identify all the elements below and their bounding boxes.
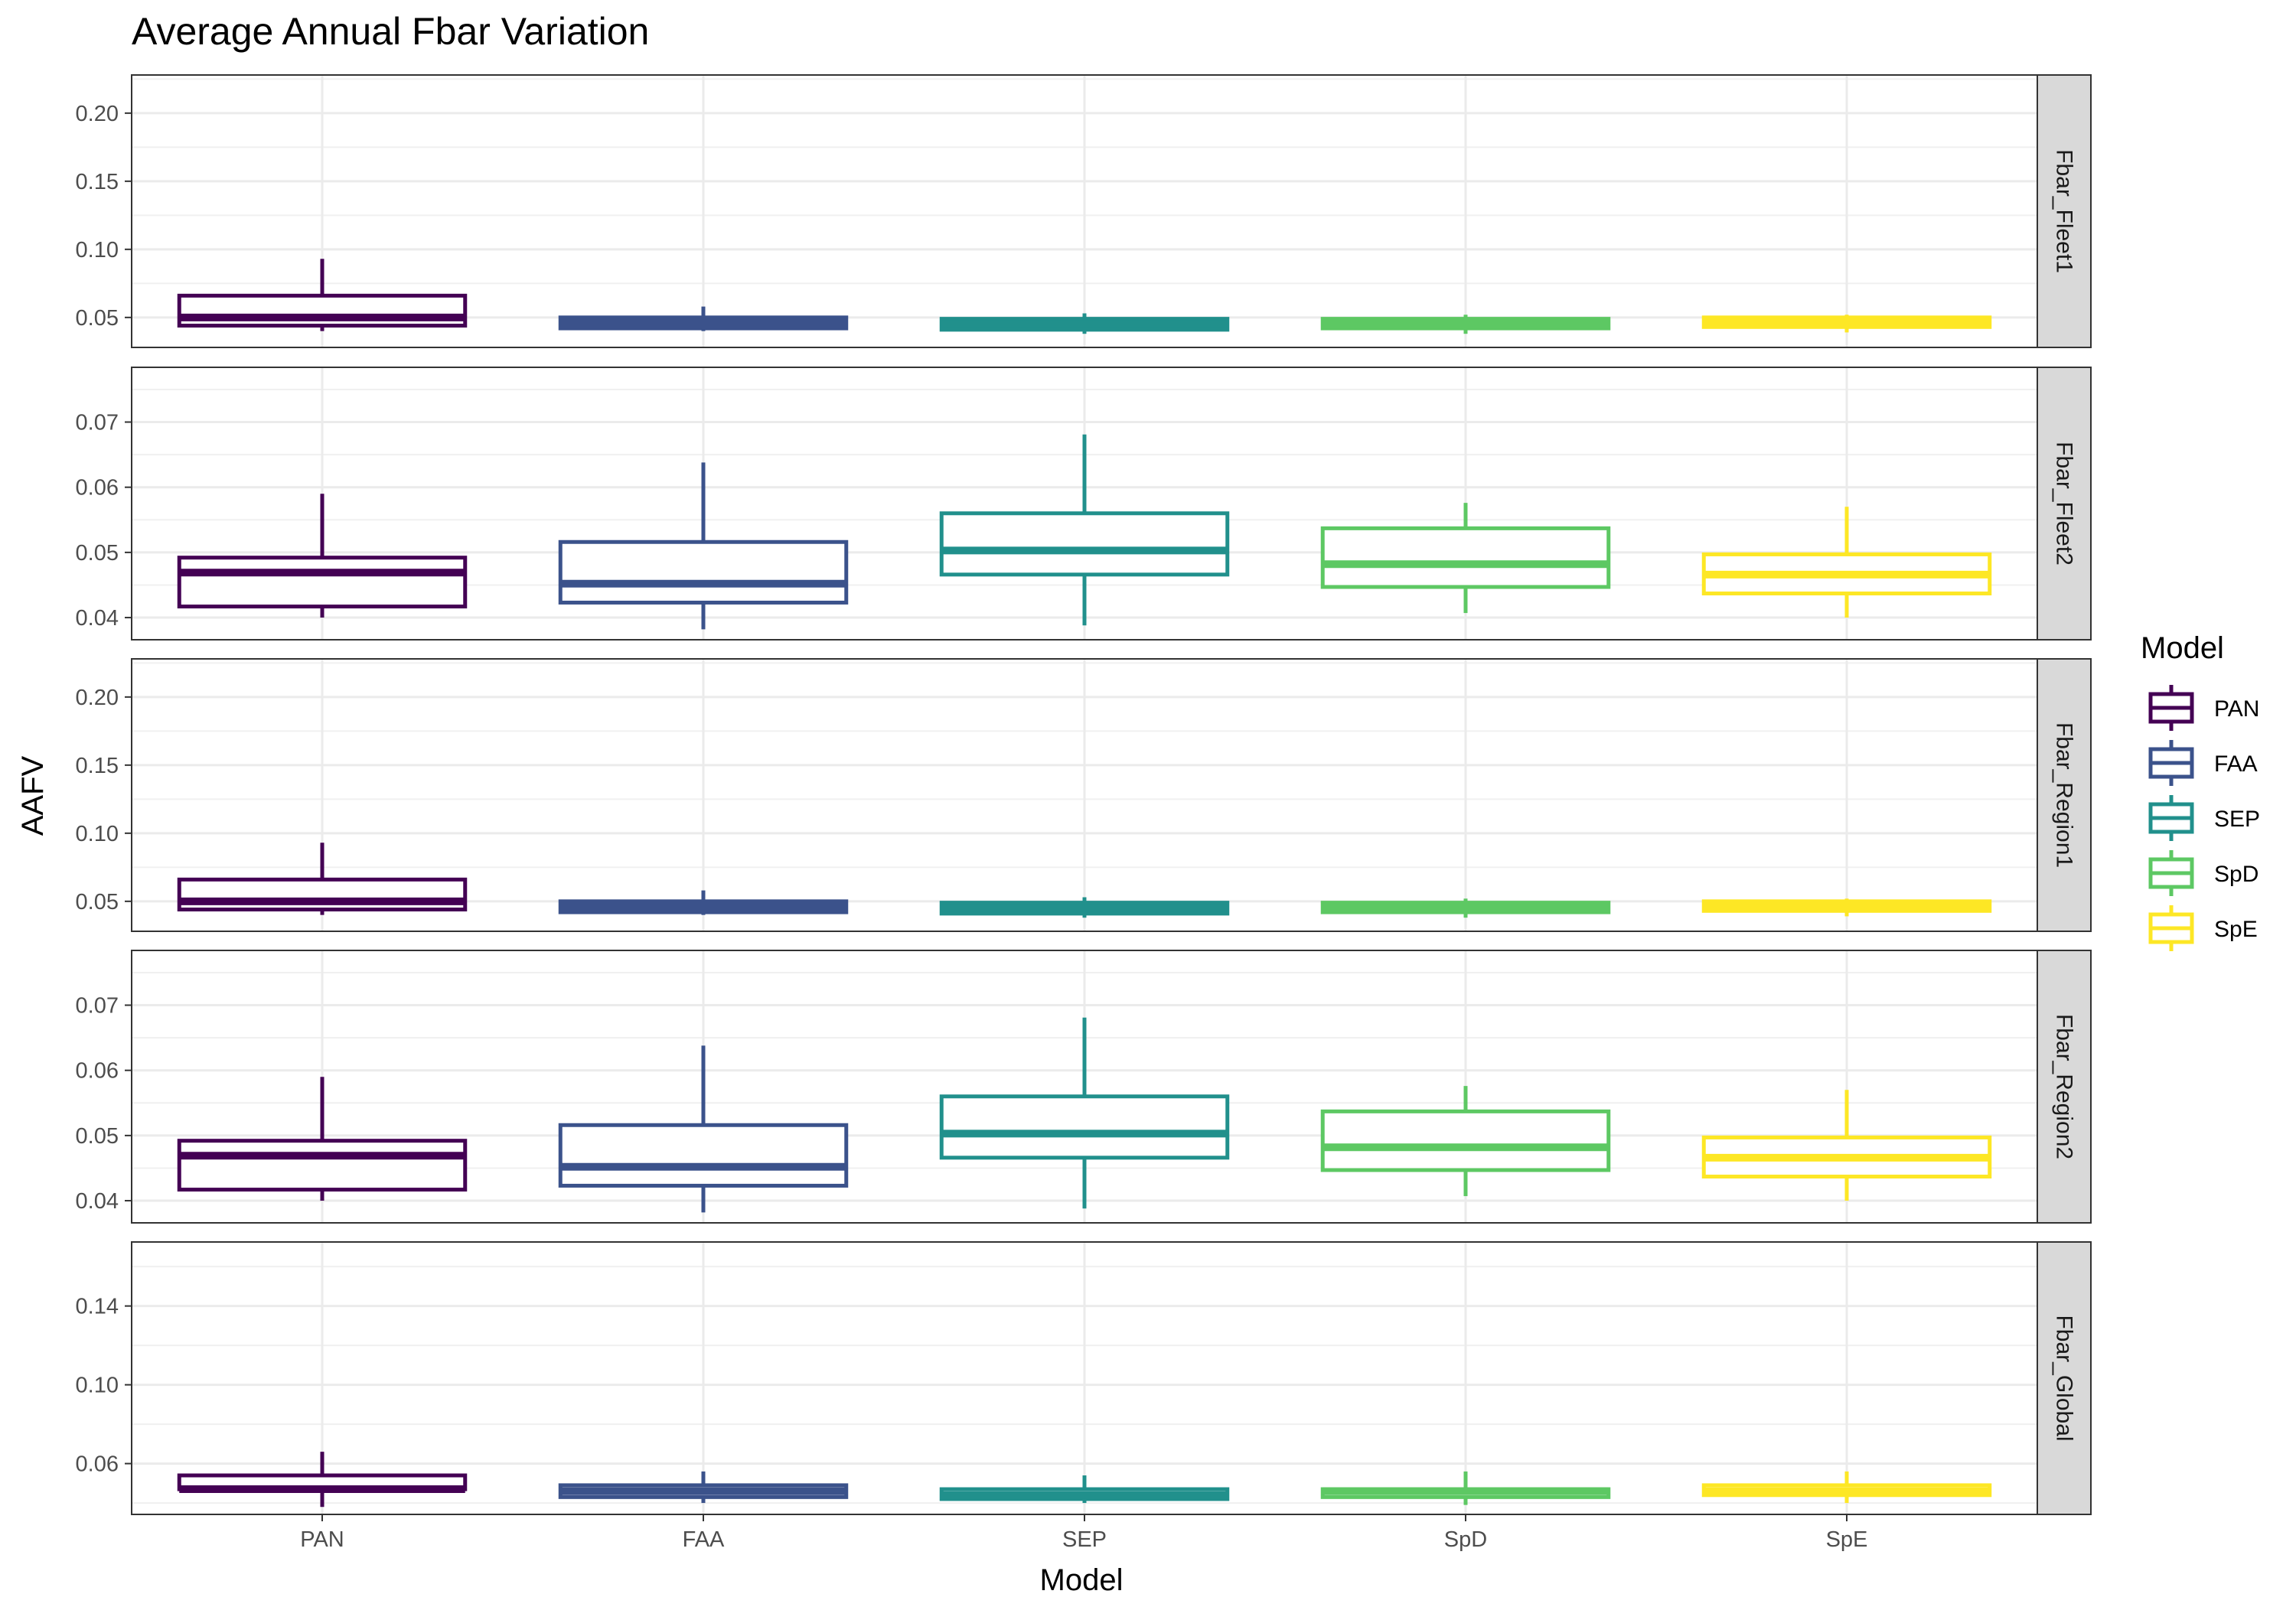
y-tick-label: 0.06 bbox=[76, 1452, 119, 1477]
boxplot-faa bbox=[558, 1471, 849, 1504]
chart-title: Average Annual Fbar Variation bbox=[132, 10, 649, 53]
legend-entry-sep: SEP bbox=[2148, 795, 2260, 841]
boxplot-spe bbox=[1701, 1090, 1992, 1201]
facet-panel-fbar-fleet2: 0.04 0.05 0.06 0.07 Fbar_Fleet2 bbox=[76, 367, 2092, 641]
y-tick-label: 0.10 bbox=[76, 238, 119, 262]
x-tick-label: SpD bbox=[1444, 1527, 1487, 1552]
facet-strip-label: Fbar_Region1 bbox=[2052, 722, 2077, 868]
facet-panel-fbar-region1: 0.05 0.10 0.15 0.20 Fbar_Region1 bbox=[76, 658, 2092, 932]
legend-label: PAN bbox=[2214, 696, 2259, 722]
facet-strip-label: Fbar_Fleet2 bbox=[2052, 442, 2077, 566]
boxplot-spd bbox=[1320, 1471, 1611, 1505]
legend: Model PAN FAA SEP SpD SpE bbox=[2141, 631, 2260, 951]
facet-strip-label: Fbar_Fleet1 bbox=[2052, 149, 2077, 273]
x-tick-label: PAN bbox=[300, 1527, 344, 1552]
boxplot-spd bbox=[1320, 1086, 1611, 1197]
y-tick-label: 0.15 bbox=[76, 170, 119, 194]
box bbox=[558, 539, 849, 605]
boxplot-faa bbox=[558, 306, 849, 331]
legend-label: SEP bbox=[2214, 807, 2260, 832]
y-tick-label: 0.07 bbox=[76, 411, 119, 435]
legend-entry-spe: SpE bbox=[2148, 905, 2258, 951]
boxplot-faa bbox=[558, 462, 849, 630]
x-tick-label: SEP bbox=[1062, 1527, 1107, 1552]
y-axis-title: AAFV bbox=[16, 755, 50, 836]
facet-strip bbox=[2037, 367, 2092, 641]
y-tick-label: 0.05 bbox=[76, 1124, 119, 1149]
boxplot-sep bbox=[939, 1475, 1230, 1504]
boxplot-pan bbox=[177, 843, 468, 915]
legend-entry-faa: FAA bbox=[2148, 740, 2258, 786]
boxplot-spe bbox=[1701, 507, 1992, 618]
x-axis-ticks: PAN FAA SEP SpD SpE bbox=[300, 1514, 1867, 1552]
legend-entry-pan: PAN bbox=[2148, 685, 2259, 731]
y-tick-label: 0.14 bbox=[76, 1295, 119, 1319]
boxplot-sep bbox=[939, 434, 1230, 626]
legend-label: SpD bbox=[2214, 862, 2258, 887]
y-tick-label: 0.15 bbox=[76, 754, 119, 778]
legend-entry-spd: SpD bbox=[2148, 850, 2258, 896]
y-tick-label: 0.10 bbox=[76, 822, 119, 846]
facet-panel-fbar-global: 0.06 0.10 0.14 Fbar_Global bbox=[76, 1241, 2092, 1515]
y-tick-label: 0.04 bbox=[76, 606, 119, 631]
box bbox=[177, 1139, 468, 1192]
y-tick-label: 0.04 bbox=[76, 1189, 119, 1214]
boxplot-pan bbox=[177, 1452, 468, 1508]
y-tick-label: 0.20 bbox=[76, 686, 119, 710]
x-axis-title: Model bbox=[1040, 1563, 1124, 1597]
facet-strip bbox=[2037, 1241, 2092, 1515]
legend-entries: PAN FAA SEP SpD SpE bbox=[2148, 685, 2260, 951]
box bbox=[177, 556, 468, 609]
y-tick-label: 0.05 bbox=[76, 890, 119, 914]
y-tick-label: 0.06 bbox=[76, 1059, 119, 1084]
facet-panel-fbar-fleet1: 0.05 0.10 0.15 0.20 Fbar_Fleet1 bbox=[76, 74, 2092, 348]
box bbox=[1320, 526, 1611, 589]
facet-strip-label: Fbar_Global bbox=[2052, 1315, 2077, 1441]
boxplot-pan bbox=[177, 1077, 468, 1201]
y-tick-label: 0.10 bbox=[76, 1374, 119, 1398]
boxplot-sep bbox=[939, 897, 1230, 918]
boxplot-spd bbox=[1320, 898, 1611, 918]
box bbox=[939, 511, 1230, 577]
boxplot-pan bbox=[177, 259, 468, 331]
boxplot-spd bbox=[1320, 315, 1611, 334]
legend-title: Model bbox=[2141, 631, 2224, 665]
facet-panels: 0.050.100.150.20Fbar_Fleet10.040.050.060… bbox=[76, 74, 2092, 1515]
y-tick-label: 0.20 bbox=[76, 102, 119, 126]
facet-panel-fbar-region2: 0.04 0.05 0.06 0.07 Fbar_Region2 bbox=[76, 950, 2092, 1224]
legend-label: FAA bbox=[2214, 751, 2258, 777]
facet-strip bbox=[2037, 658, 2092, 932]
y-tick-label: 0.06 bbox=[76, 476, 119, 500]
box bbox=[939, 1094, 1230, 1160]
boxplot-spe bbox=[1701, 898, 1992, 917]
y-tick-label: 0.05 bbox=[76, 306, 119, 331]
facet-strip bbox=[2037, 74, 2092, 348]
boxplot-faa bbox=[558, 1045, 849, 1213]
boxplot-spe bbox=[1701, 315, 1992, 333]
x-tick-label: SpE bbox=[1826, 1527, 1868, 1552]
boxplot-sep bbox=[939, 1017, 1230, 1209]
boxplot-sep bbox=[939, 313, 1230, 334]
x-tick-label: FAA bbox=[683, 1527, 725, 1552]
boxplot-faa bbox=[558, 890, 849, 915]
boxplot-pan bbox=[177, 494, 468, 618]
boxplot-spe bbox=[1701, 1471, 1992, 1504]
boxplot-spd bbox=[1320, 503, 1611, 614]
box bbox=[1320, 1109, 1611, 1172]
y-tick-label: 0.07 bbox=[76, 994, 119, 1019]
legend-label: SpE bbox=[2214, 917, 2258, 942]
y-tick-label: 0.05 bbox=[76, 541, 119, 566]
box bbox=[558, 1123, 849, 1188]
facet-strip bbox=[2037, 950, 2092, 1224]
facet-strip-label: Fbar_Region2 bbox=[2052, 1014, 2077, 1159]
